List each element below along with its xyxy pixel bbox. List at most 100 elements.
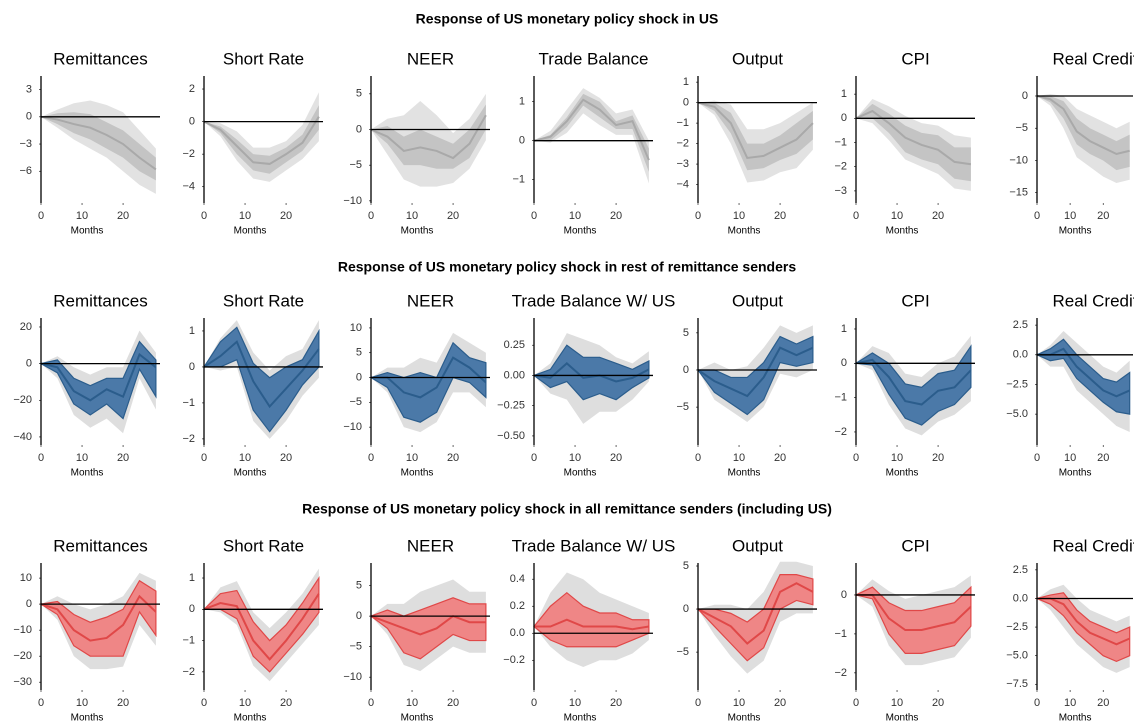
y-tick-label: 5 <box>683 560 689 572</box>
x-tick-label: 20 <box>280 452 292 464</box>
panel-title: Output <box>732 49 783 68</box>
panel-title: Trade Balance W/ US <box>512 536 676 555</box>
y-tick-label: −2.5 <box>1006 378 1028 390</box>
y-tick-label: 20 <box>20 321 32 333</box>
y-tick-label: 5 <box>683 327 689 339</box>
x-tick-label: 20 <box>447 210 459 222</box>
panel-title: NEER <box>407 291 454 310</box>
x-tick-label: 10 <box>1064 452 1076 464</box>
x-tick-label: 0 <box>1034 452 1040 464</box>
x-axis-label: Months <box>1059 226 1092 237</box>
x-tick-label: 10 <box>569 452 581 464</box>
x-tick-label: 10 <box>891 452 903 464</box>
x-tick-label: 10 <box>1064 210 1076 222</box>
y-tick-label: −1 <box>834 628 847 640</box>
y-tick-label: −1 <box>512 174 525 186</box>
median-line <box>203 116 320 165</box>
x-tick-label: 10 <box>239 452 251 464</box>
median-line <box>40 115 157 171</box>
y-tick-label: −10 <box>1009 154 1028 166</box>
panel-title: Trade Balance <box>539 49 649 68</box>
panel-title: Real Credit <box>1052 291 1134 310</box>
x-tick-label: 20 <box>280 210 292 222</box>
x-axis-label: Months <box>401 226 434 237</box>
y-tick-label: −4 <box>182 181 195 193</box>
y-tick-label: −1 <box>834 136 847 148</box>
band <box>369 597 487 660</box>
x-tick-label: 20 <box>280 697 292 709</box>
x-tick-label: 0 <box>531 452 537 464</box>
band <box>371 104 486 169</box>
y-tick-label: −5 <box>349 159 362 171</box>
y-tick-label: 0 <box>189 361 195 373</box>
x-axis-label: Months <box>71 226 104 237</box>
y-tick-label: 0 <box>26 598 32 610</box>
panel-title: NEER <box>407 49 454 68</box>
x-tick-label: 10 <box>569 210 581 222</box>
x-tick-label: 0 <box>201 210 207 222</box>
y-tick-label: −1 <box>182 634 195 646</box>
panel-title: CPI <box>901 49 929 68</box>
y-tick-label: −1 <box>676 117 689 129</box>
x-tick-label: 0 <box>38 452 44 464</box>
y-tick-label: 0 <box>26 111 32 123</box>
y-tick-label: 0 <box>841 589 847 601</box>
band <box>854 344 972 426</box>
x-axis-label: Months <box>728 713 761 723</box>
panel-title: Output <box>732 291 783 310</box>
x-tick-label: 10 <box>76 210 88 222</box>
x-axis-label: Months <box>728 468 761 479</box>
x-tick-label: 0 <box>201 697 207 709</box>
y-tick-label: 0.0 <box>1013 349 1028 361</box>
y-tick-label: −2 <box>834 667 847 679</box>
x-tick-label: 10 <box>239 697 251 709</box>
band <box>204 105 319 174</box>
y-tick-label: −3 <box>19 138 32 150</box>
median-line <box>370 614 486 636</box>
row-title: Response of US monetary policy shock in … <box>302 501 832 517</box>
y-tick-label: −5 <box>1015 122 1028 134</box>
x-tick-label: 0 <box>368 697 374 709</box>
x-axis-label: Months <box>728 226 761 237</box>
panel-title: NEER <box>407 536 454 555</box>
band <box>39 579 157 657</box>
x-tick-label: 20 <box>447 452 459 464</box>
x-tick-label: 10 <box>406 452 418 464</box>
x-axis-label: Months <box>401 713 434 723</box>
x-axis-label: Months <box>71 468 104 479</box>
median-line <box>1037 347 1131 398</box>
x-axis-label: Months <box>401 468 434 479</box>
x-tick-label: 0 <box>531 210 537 222</box>
median-line <box>855 109 972 166</box>
y-tick-label: −0.50 <box>497 430 525 442</box>
x-axis-label: Months <box>234 468 267 479</box>
panel-title: Output <box>732 536 783 555</box>
y-tick-label: 2.5 <box>1013 319 1028 331</box>
y-tick-label: −40 <box>13 431 32 443</box>
band <box>1037 95 1130 171</box>
y-tick-label: 5 <box>356 579 362 591</box>
x-tick-label: 20 <box>932 697 944 709</box>
panel-title: CPI <box>901 536 929 555</box>
y-tick-label: −15 <box>1009 187 1028 199</box>
band <box>534 93 649 172</box>
y-tick-label: 0 <box>683 97 689 109</box>
x-tick-label: 0 <box>368 452 374 464</box>
y-tick-label: 10 <box>20 572 32 584</box>
x-tick-label: 10 <box>891 210 903 222</box>
x-tick-label: 20 <box>610 452 622 464</box>
y-tick-label: −7.5 <box>1006 678 1028 690</box>
x-tick-label: 20 <box>447 697 459 709</box>
y-tick-label: −3 <box>834 185 847 197</box>
y-tick-label: −0.25 <box>497 400 525 412</box>
y-tick-label: −2.5 <box>1006 621 1028 633</box>
x-tick-label: 10 <box>733 452 745 464</box>
y-tick-label: 0.4 <box>510 573 525 585</box>
panel-title: Remittances <box>53 291 147 310</box>
y-tick-label: 0 <box>683 364 689 376</box>
y-tick-label: 1 <box>683 76 689 88</box>
median-line <box>534 618 650 631</box>
y-tick-label: 0 <box>683 603 689 615</box>
